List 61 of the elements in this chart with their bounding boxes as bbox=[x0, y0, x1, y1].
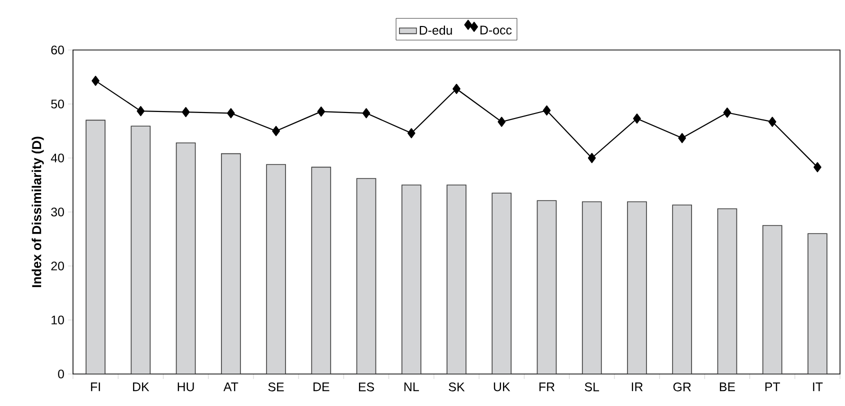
point bbox=[226, 108, 235, 118]
legend-label: D-occ bbox=[480, 26, 512, 34]
point bbox=[678, 132, 686, 144]
x-tick-label: BE bbox=[720, 382, 735, 392]
point bbox=[498, 116, 506, 127]
x-tick-label: SE bbox=[268, 382, 284, 392]
point bbox=[814, 162, 822, 172]
x-tick-label: IR bbox=[632, 382, 643, 392]
bar bbox=[762, 225, 782, 374]
x-tick-label: SK bbox=[448, 382, 465, 392]
point bbox=[362, 108, 370, 118]
bar bbox=[717, 208, 738, 374]
point bbox=[317, 106, 326, 117]
x-tick-label: IT bbox=[813, 382, 823, 392]
bar bbox=[176, 142, 196, 374]
bar bbox=[86, 120, 106, 374]
point bbox=[768, 116, 776, 127]
x-tick-label: AT bbox=[223, 382, 238, 392]
bar bbox=[672, 204, 692, 374]
point bbox=[182, 107, 190, 118]
bar bbox=[582, 201, 602, 374]
bar bbox=[266, 164, 286, 374]
bar bbox=[221, 153, 241, 374]
point bbox=[633, 114, 641, 124]
y-axis-title: Index of Dissimilarity (D) bbox=[32, 136, 44, 288]
y-tick-label: 30 bbox=[51, 208, 64, 216]
y-tick-label: 40 bbox=[50, 154, 64, 162]
bar bbox=[808, 233, 828, 374]
y-tick-label: 50 bbox=[51, 100, 64, 108]
x-tick-label: ES bbox=[358, 382, 374, 392]
point bbox=[588, 152, 596, 164]
bar bbox=[311, 166, 332, 374]
x-tick-label: FI bbox=[91, 382, 100, 392]
bar bbox=[356, 178, 376, 374]
bar bbox=[627, 201, 647, 374]
point bbox=[452, 84, 460, 94]
bar bbox=[536, 200, 557, 374]
point bbox=[92, 76, 100, 86]
x-tick-label: FR bbox=[539, 382, 554, 392]
x-tick-label: GR bbox=[673, 382, 691, 392]
x-tick-label: UK bbox=[494, 382, 510, 392]
y-tick-label: 60 bbox=[51, 46, 64, 54]
y-tick-label: 10 bbox=[52, 316, 64, 324]
bar bbox=[446, 184, 466, 374]
bar bbox=[130, 126, 151, 374]
x-tick-label: DE bbox=[314, 382, 330, 392]
bar bbox=[492, 192, 512, 374]
x-tick-label: HU bbox=[178, 382, 194, 392]
point bbox=[272, 126, 280, 136]
x-tick-label: DK bbox=[133, 382, 150, 392]
x-tick-label: NL bbox=[404, 382, 419, 392]
y-tick-label: 20 bbox=[51, 262, 64, 270]
point bbox=[723, 108, 732, 118]
point bbox=[542, 105, 551, 116]
bar bbox=[401, 184, 422, 374]
legend-label: D-edu bbox=[420, 26, 452, 35]
y-tick-label: 0 bbox=[58, 370, 64, 378]
point bbox=[407, 128, 416, 138]
x-tick-label: PT bbox=[765, 382, 780, 392]
x-tick-label: SL bbox=[584, 382, 600, 392]
point bbox=[136, 106, 145, 116]
